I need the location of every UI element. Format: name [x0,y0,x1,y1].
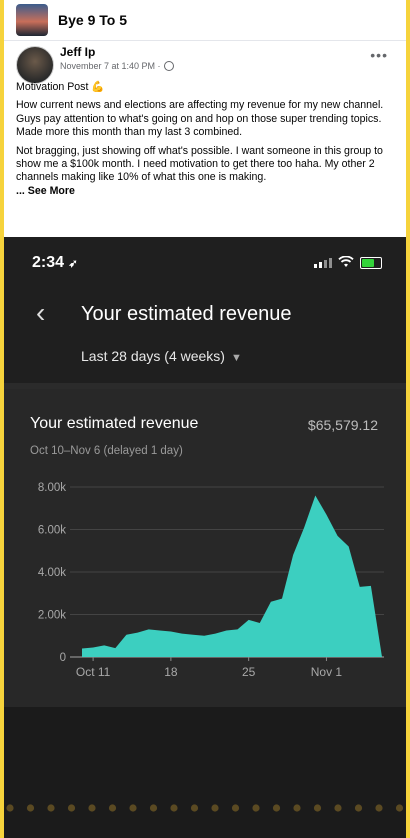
card-subtitle: Oct 10–Nov 6 (delayed 1 day) [30,445,183,457]
group-cover-thumbnail[interactable] [16,4,48,36]
y-tick-label: 4.00k [38,567,66,579]
globe-icon [163,61,174,71]
decorative-dot [149,804,158,812]
card-title: Your estimated revenue [30,415,199,432]
decorative-dots [6,804,404,812]
date-range-select[interactable]: Last 28 days (4 weeks) ▼ [81,348,242,364]
decorative-dot [6,804,14,812]
revenue-area-series [82,495,382,657]
revenue-card[interactable]: Your estimated revenue $65,579.12 Oct 10… [4,389,406,707]
nav-title: Your estimated revenue [81,303,292,325]
location-arrow-icon: ➶ [68,258,78,270]
card-total: $65,579.12 [307,417,378,433]
x-tick-label: Oct 11 [76,665,111,679]
decorative-dot [231,804,240,812]
status-time-text: 2:34 [32,254,65,271]
see-more-link[interactable]: ... See More [16,184,75,197]
section-divider [4,383,406,389]
back-chevron-icon[interactable]: ‹ [36,297,46,328]
caret-down-icon: ▼ [230,352,242,364]
post: Jeff Ip November 7 at 1:40 PM · ••• Moti… [4,41,406,237]
attached-screenshot[interactable]: 2:34 ➶ ‹ Your estimated revenue Last 28 … [4,237,406,707]
y-tick-label: 8.00k [38,482,66,494]
status-bar: 2:34 ➶ [4,237,406,287]
avatar[interactable] [16,46,54,84]
signal-icon [314,258,332,268]
decorative-dot [293,804,301,812]
post-paragraph-1: How current news and elections are affec… [16,99,384,139]
x-tick-label: 25 [242,665,256,679]
more-options-icon[interactable]: ••• [370,47,388,63]
group-header[interactable]: Bye 9 To 5 [4,0,406,41]
decorative-dot [334,804,342,812]
decorative-dot [354,804,363,812]
decorative-dot [190,804,199,812]
y-tick-label: 2.00k [38,610,66,622]
group-name[interactable]: Bye 9 To 5 [58,12,127,28]
y-tick-label: 6.00k [38,525,66,537]
post-paragraph-2: Not bragging, just showing off what's po… [16,145,396,199]
post-paragraph-2-text: Not bragging, just showing off what's po… [16,144,383,184]
x-tick-label: 18 [164,665,178,679]
decorative-dot [170,804,178,812]
decorative-dot [313,804,322,812]
decorative-dot [108,804,117,812]
status-time: 2:34 ➶ [32,254,78,272]
decorative-dot [272,804,281,812]
battery-level [362,259,374,267]
post-meta: November 7 at 1:40 PM · [60,61,174,71]
decorative-dot [67,804,76,812]
decorative-dot [252,804,260,812]
decorative-dot [395,804,404,812]
decorative-dot [26,804,35,812]
decorative-dot [129,804,137,812]
x-tick-label: Nov 1 [311,665,343,679]
decorative-dot [88,804,96,812]
decorative-dot [375,804,383,812]
post-title: Motivation Post [16,81,89,93]
wifi-icon [338,255,354,271]
post-author[interactable]: Jeff Ip [60,45,96,59]
decorative-dot [211,804,219,812]
decorative-dot [47,804,55,812]
post-body: Motivation Post 💪 How current news and e… [16,81,396,203]
flexed-biceps-icon: 💪 [91,81,105,93]
y-tick-label: 0 [60,652,66,664]
post-title-line: Motivation Post 💪 [16,81,396,94]
battery-icon [360,257,382,269]
post-time[interactable]: November 7 at 1:40 PM · [60,61,161,71]
date-range-label: Last 28 days (4 weeks) [81,348,225,364]
revenue-chart: 0 2.00k 4.00k 6.00k 8.00k Oct 11 18 25 Nov 1 [38,482,384,679]
bottom-area [4,707,406,838]
